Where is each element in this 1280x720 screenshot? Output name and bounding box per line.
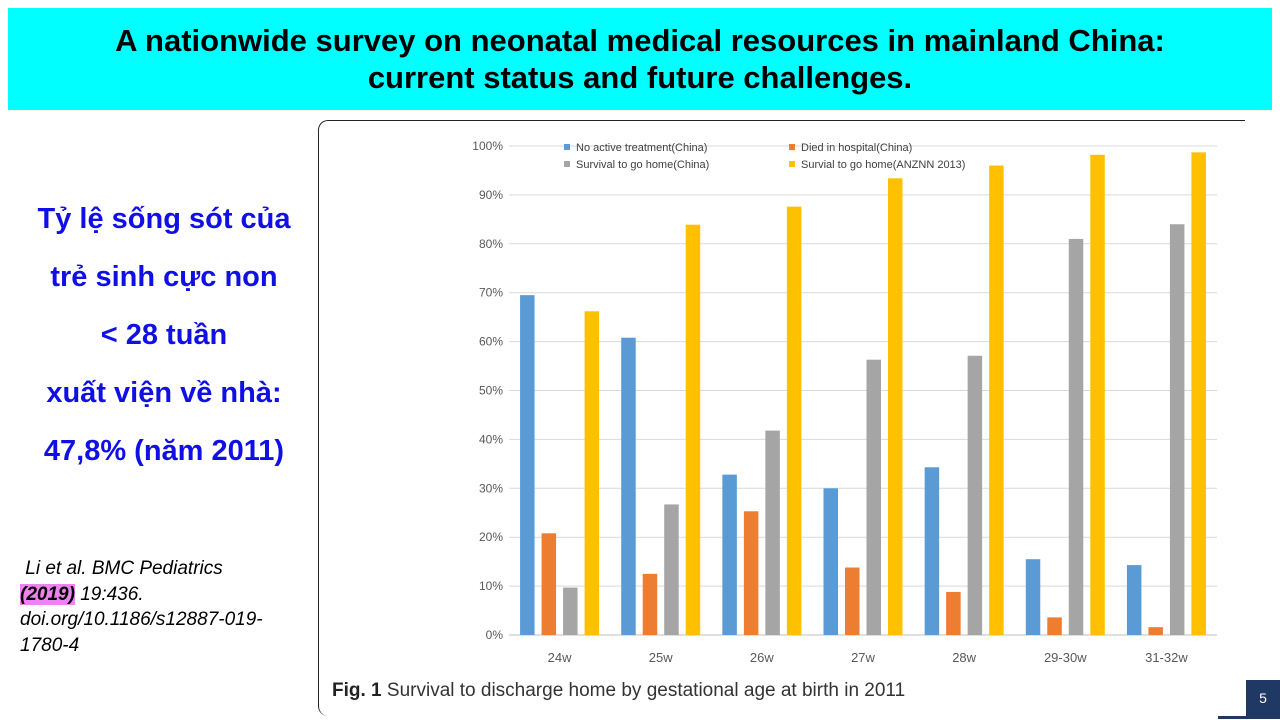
legend-swatch xyxy=(564,144,570,150)
legend-swatch xyxy=(789,161,795,167)
legend-label: No active treatment(China) xyxy=(576,142,707,154)
bar xyxy=(967,355,983,635)
legend-label: Died in hospital(China) xyxy=(801,142,912,154)
y-tick-label: 40% xyxy=(479,432,503,446)
citation-line: (2019) 19:436. xyxy=(20,582,310,608)
x-tick-label: 25w xyxy=(649,650,673,665)
legend-swatch xyxy=(564,161,570,167)
bar xyxy=(866,359,881,635)
summary-line: trẻ sinh cực non xyxy=(50,261,278,293)
bar xyxy=(520,295,535,635)
y-tick-label: 90% xyxy=(479,188,503,202)
bar xyxy=(584,311,600,635)
bar xyxy=(1068,238,1084,635)
bar xyxy=(541,533,557,635)
bar xyxy=(722,474,737,635)
figure-caption-text: Survival to discharge home by gestationa… xyxy=(381,680,906,701)
citation: Li et al. BMC Pediatrics (2019) 19:436. … xyxy=(20,556,310,658)
citation-doi-end: 1780-4 xyxy=(20,634,80,656)
x-tick-label: 26w xyxy=(750,650,774,665)
figure-caption: Fig. 1 Survival to discharge home by ges… xyxy=(332,680,905,702)
figure-frame: 0% 10% 20% 30% 40% 50% 60% 70% 80% 90% 100% 24w 25w 2… xyxy=(318,120,1245,716)
x-tick-label: 31-32w xyxy=(1145,650,1188,665)
bar xyxy=(1025,559,1041,635)
legend-label: Survival to go home(China) xyxy=(576,159,709,171)
bar xyxy=(786,206,802,636)
bar xyxy=(1126,565,1142,635)
legend-swatch xyxy=(789,144,795,150)
bar xyxy=(1090,154,1105,635)
bar xyxy=(845,567,860,635)
bar xyxy=(888,178,903,636)
bar xyxy=(1148,627,1163,635)
bar xyxy=(823,488,838,635)
citation-doi: doi.org/10.1186/s12887-019- xyxy=(20,609,263,630)
summary-text: Tỷ lệ sống sót của trẻ sinh cực non < 28… xyxy=(8,190,320,480)
legend-label: Survial to go home(ANZNN 2013) xyxy=(801,159,965,171)
bar xyxy=(1191,152,1206,635)
summary-line: 47,8% (năm 2011) xyxy=(43,435,285,467)
bar xyxy=(765,430,780,635)
y-tick-label: 80% xyxy=(479,237,503,251)
citation-line: Li et al. BMC Pediatrics xyxy=(20,556,310,582)
bar xyxy=(924,467,940,635)
bar xyxy=(563,587,578,635)
slide-title-line-2: current status and future challenges. xyxy=(367,60,913,95)
y-tick-label: 50% xyxy=(479,384,503,398)
bar xyxy=(1169,224,1185,635)
bar xyxy=(743,511,759,635)
slide-title-line-1: A nationwide survey on neonatal medical … xyxy=(115,23,1165,58)
citation-year-highlight: (2019) xyxy=(20,583,75,605)
summary-line: < 28 tuần xyxy=(100,319,228,351)
y-tick-label: 10% xyxy=(479,579,503,593)
bar xyxy=(1047,617,1062,635)
page-number-underline xyxy=(1218,716,1280,719)
y-tick-label: 100% xyxy=(472,139,503,153)
citation-authors: Li et al. BMC Pediatrics xyxy=(25,558,223,579)
summary-line: Tỷ lệ sống sót của xyxy=(37,203,291,235)
figure-label: Fig. 1 xyxy=(332,680,382,701)
y-tick-label: 30% xyxy=(479,481,503,495)
summary-line: xuất viện về nhà: xyxy=(46,377,282,409)
y-tick-label: 0% xyxy=(486,628,504,642)
y-tick-label: 70% xyxy=(479,286,503,300)
x-tick-label: 28w xyxy=(952,650,976,665)
title-bar: A nationwide survey on neonatal medical … xyxy=(8,8,1272,110)
page-number: 5 xyxy=(1246,680,1280,716)
x-tick-label: 29-30w xyxy=(1044,650,1087,665)
bar xyxy=(642,573,658,635)
bar xyxy=(621,337,636,635)
bar xyxy=(685,224,701,635)
bar xyxy=(989,165,1004,635)
y-tick-label: 60% xyxy=(479,335,503,349)
citation-volume: 19:436. xyxy=(74,583,144,605)
bar-chart: 0% 10% 20% 30% 40% 50% 60% 70% 80% 90% 100% 24w 25w 2… xyxy=(472,139,1217,665)
y-tick-label: 20% xyxy=(479,530,503,544)
bar xyxy=(946,591,961,635)
x-tick-label: 27w xyxy=(851,650,875,665)
bar xyxy=(664,504,679,635)
x-tick-label: 24w xyxy=(548,650,572,665)
